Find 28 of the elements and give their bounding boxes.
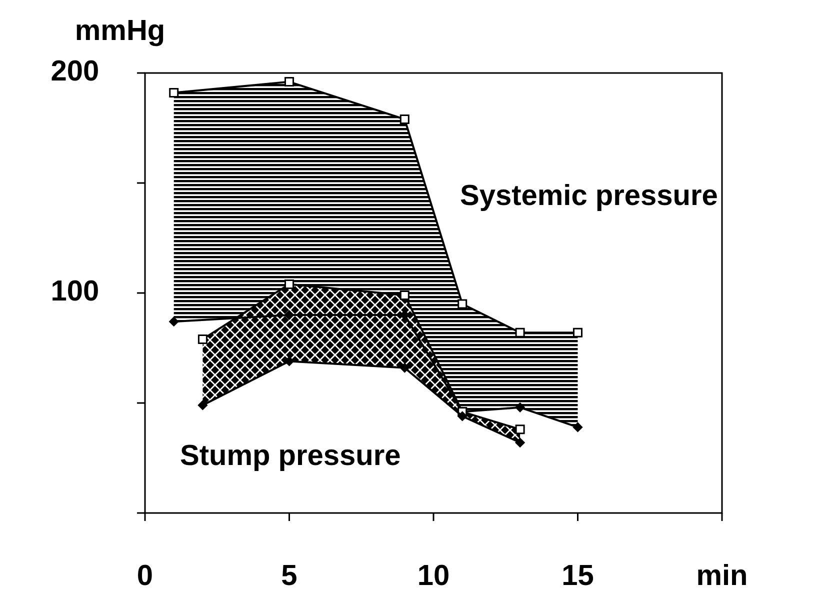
point xyxy=(400,114,410,124)
point xyxy=(573,422,582,432)
text: Stump pressure xyxy=(180,440,401,472)
x-axis-title: min xyxy=(696,560,748,592)
point xyxy=(400,290,410,300)
y-axis-title: mmHg xyxy=(74,15,166,47)
x-tick-label: 10 xyxy=(417,560,450,592)
series-label: Systemic pressure xyxy=(460,180,718,212)
point xyxy=(515,328,525,338)
point xyxy=(284,310,294,320)
point xyxy=(284,77,294,87)
point xyxy=(198,334,208,344)
y-tick-label: 100 xyxy=(50,276,100,308)
point xyxy=(458,411,468,421)
x-tick-label: 15 xyxy=(562,560,594,592)
point xyxy=(458,299,468,309)
point xyxy=(515,424,525,434)
point xyxy=(515,402,525,412)
y-tick-label: 200 xyxy=(50,56,100,88)
point xyxy=(573,328,582,338)
point xyxy=(515,438,525,448)
point xyxy=(169,316,179,326)
x-tick-label: 5 xyxy=(281,560,298,592)
point xyxy=(198,400,208,410)
point xyxy=(400,363,410,373)
point xyxy=(284,279,294,289)
x-tick-label: 0 xyxy=(136,560,154,592)
point xyxy=(169,88,179,98)
